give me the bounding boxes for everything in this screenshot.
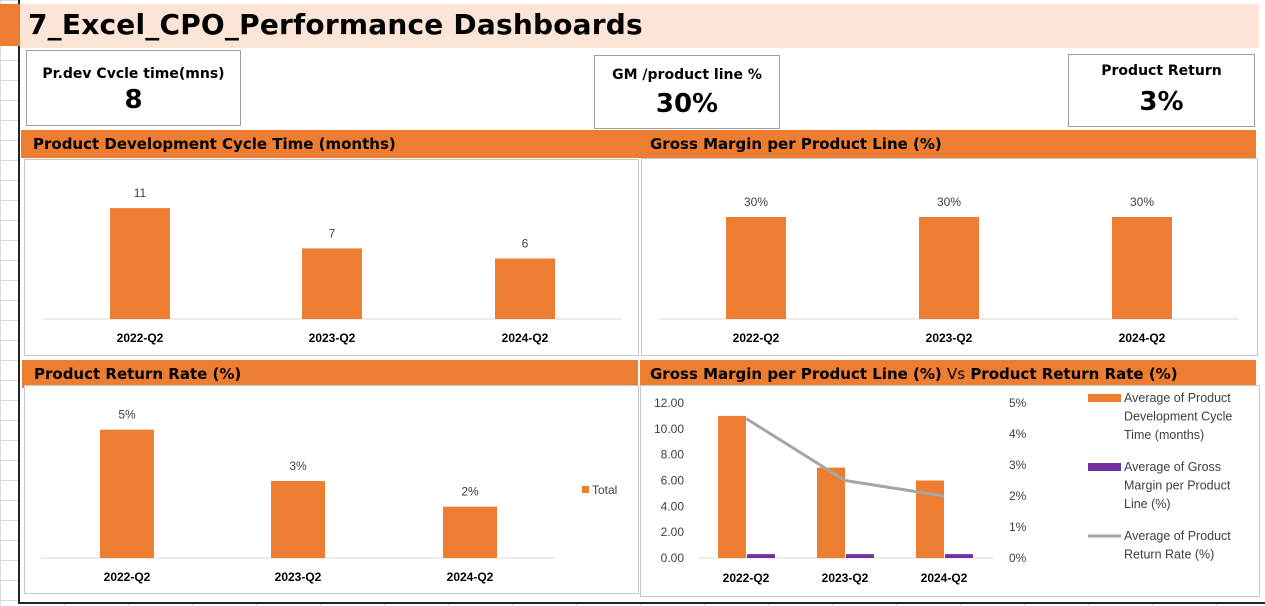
chart4-header: Gross Margin per Product Line (%) Vs Pro… bbox=[640, 360, 1256, 388]
kpi-product-return-label: Product Return bbox=[1101, 63, 1222, 79]
chart4-tick-label: 2024-Q2 bbox=[921, 571, 968, 585]
chart4-y-tick-label: 6.00 bbox=[661, 474, 685, 488]
chart4-bar-dev-cycle bbox=[718, 415, 746, 558]
chart4-y2-tick-label: 0% bbox=[1009, 551, 1027, 565]
chart2-tick-label: 2024-Q2 bbox=[1119, 331, 1166, 345]
chart4-legend-swatch bbox=[1088, 394, 1121, 402]
chart4-legend-swatch bbox=[1088, 463, 1121, 471]
chart4-legend-line: Time (months) bbox=[1124, 428, 1204, 442]
chart4-y-tick-label: 12.00 bbox=[654, 396, 684, 410]
kpi-gross-margin-label: GM /product line % bbox=[612, 67, 762, 83]
chart4-bar-dev-cycle bbox=[817, 467, 845, 558]
chart3-bar bbox=[271, 481, 325, 558]
chart2-svg: 30% 2022-Q2 30% 2023-Q2 30% 2024-Q2 bbox=[659, 195, 1239, 345]
chart3-panel: 5% 2022-Q2 3% 2023-Q2 2% 2024-Q2 Total bbox=[24, 385, 639, 594]
chart4-title-wrap: Gross Margin per Product Line (%) Vs Pro… bbox=[650, 365, 1178, 383]
chart2-panel: 30% 2022-Q2 30% 2023-Q2 30% 2024-Q2 bbox=[641, 158, 1258, 356]
chart4-y-tick-label: 2.00 bbox=[661, 525, 685, 539]
chart3-header: Product Return Rate (%) bbox=[22, 360, 638, 388]
chart2-bar bbox=[726, 217, 786, 319]
kpi-product-return-value: 3% bbox=[1139, 87, 1184, 117]
chart4-tick-label: 2022-Q2 bbox=[723, 571, 770, 585]
chart1-data-label: 11 bbox=[134, 186, 147, 200]
title-accent-strip bbox=[0, 4, 20, 46]
chart1-tick-label: 2023-Q2 bbox=[309, 331, 356, 345]
kpi-dev-cycle-value: 8 bbox=[124, 85, 143, 115]
chart4-y2-tick-label: 4% bbox=[1009, 427, 1027, 441]
chart3-data-label: 2% bbox=[461, 485, 479, 499]
chart4-legend-line: Average of Gross bbox=[1124, 460, 1221, 474]
chart4-line-return-rate bbox=[745, 417, 945, 498]
chart1-tick-label: 2022-Q2 bbox=[117, 331, 164, 345]
chart3-bar bbox=[443, 506, 497, 558]
chart3-bar bbox=[100, 429, 154, 558]
chart4-y-tick-label: 4.00 bbox=[661, 499, 685, 513]
chart3-data-label: 3% bbox=[289, 459, 307, 473]
chart4-y2-tick-label: 1% bbox=[1009, 520, 1027, 534]
chart3-tick-label: 2022-Q2 bbox=[104, 570, 151, 584]
chart2-title: Gross Margin per Product Line (%) bbox=[650, 135, 942, 153]
kpi-gross-margin: GM /product line % 30% bbox=[594, 55, 780, 129]
chart4-svg: 0.00 2.00 4.00 6.00 8.00 10.00 12.00 0% 1% 2% 3% 4%… bbox=[654, 391, 1232, 585]
chart4-y2-tick-label: 3% bbox=[1009, 458, 1027, 472]
chart4-y-tick-label: 8.00 bbox=[661, 448, 685, 462]
chart4-legend-line: Return Rate (%) bbox=[1124, 548, 1214, 562]
chart4-legend-line: Average of Product bbox=[1124, 529, 1231, 543]
chart4-bar-gross-margin bbox=[846, 554, 874, 558]
kpi-product-return: Product Return 3% bbox=[1068, 54, 1255, 127]
chart3-tick-label: 2024-Q2 bbox=[447, 570, 494, 584]
chart4-legend-line: Average of Product bbox=[1124, 391, 1231, 405]
chart3-legend-swatch bbox=[582, 486, 589, 493]
chart1-header: Product Development Cycle Time (months) bbox=[21, 130, 638, 158]
chart1-data-label: 7 bbox=[329, 226, 336, 240]
chart2-data-label: 30% bbox=[937, 195, 961, 209]
chart4-panel: 0.00 2.00 4.00 6.00 8.00 10.00 12.00 0% 1% 2% 3% 4%… bbox=[640, 385, 1260, 597]
chart4-legend-line: Development Cycle bbox=[1124, 410, 1232, 424]
chart3-tick-label: 2023-Q2 bbox=[275, 570, 322, 584]
chart4-legend-dev-cycle: Average of Product Development Cycle Time … bbox=[1124, 391, 1232, 442]
chart4-title-part2: Product Return Rate (%) bbox=[970, 365, 1178, 383]
chart4-title-vs: Vs bbox=[947, 365, 966, 383]
chart1-data-label: 6 bbox=[522, 237, 529, 251]
chart1-panel: 11 2022-Q2 7 2023-Q2 6 2024-Q2 bbox=[24, 159, 639, 356]
chart4-bar-gross-margin bbox=[945, 554, 973, 558]
chart4-bar-gross-margin bbox=[747, 554, 775, 558]
chart4-legend-line: Line (%) bbox=[1124, 497, 1171, 511]
chart2-header: Gross Margin per Product Line (%) bbox=[638, 130, 1256, 158]
chart1-title: Product Development Cycle Time (months) bbox=[33, 135, 396, 153]
chart4-y-tick-label: 10.00 bbox=[654, 422, 684, 436]
chart1-svg: 11 2022-Q2 7 2023-Q2 6 2024-Q2 bbox=[43, 186, 622, 345]
chart3-data-label: 5% bbox=[118, 408, 136, 422]
chart3-svg: 5% 2022-Q2 3% 2023-Q2 2% 2024-Q2 Total bbox=[41, 408, 617, 584]
chart4-legend-return-rate: Average of Product Return Rate (%) bbox=[1124, 529, 1231, 562]
chart4-legend-line: Margin per Product bbox=[1124, 479, 1231, 493]
chart4-title-part1: Gross Margin per Product Line (%) bbox=[650, 365, 942, 383]
chart2-data-label: 30% bbox=[744, 195, 768, 209]
chart4-y2-tick-label: 2% bbox=[1009, 489, 1027, 503]
chart2-tick-label: 2023-Q2 bbox=[926, 331, 973, 345]
title-bar: 7_Excel_CPO_Performance Dashboards bbox=[20, 4, 1259, 48]
kpi-dev-cycle-label: Pr.dev Cvcle time(mns) bbox=[42, 66, 225, 82]
kpi-dev-cycle: Pr.dev Cvcle time(mns) 8 bbox=[26, 50, 241, 126]
chart2-tick-label: 2022-Q2 bbox=[733, 331, 780, 345]
chart4-y2-tick-label: 5% bbox=[1009, 396, 1027, 410]
chart1-bar bbox=[110, 208, 170, 319]
chart4-legend-gross-margin: Average of Gross Margin per Product Line (… bbox=[1124, 460, 1231, 511]
chart1-bar bbox=[495, 258, 555, 319]
chart2-bar bbox=[1112, 217, 1172, 319]
chart3-legend-label: Total bbox=[592, 483, 617, 497]
chart1-tick-label: 2024-Q2 bbox=[502, 331, 549, 345]
chart4-tick-label: 2023-Q2 bbox=[822, 571, 869, 585]
kpi-gross-margin-value: 30% bbox=[655, 89, 719, 119]
chart4-y-tick-label: 0.00 bbox=[661, 551, 685, 565]
chart1-bar bbox=[302, 248, 362, 319]
chart2-data-label: 30% bbox=[1130, 195, 1154, 209]
chart2-bar bbox=[919, 217, 979, 319]
page-title: 7_Excel_CPO_Performance Dashboards bbox=[28, 8, 643, 41]
chart3-title: Product Return Rate (%) bbox=[34, 365, 242, 383]
